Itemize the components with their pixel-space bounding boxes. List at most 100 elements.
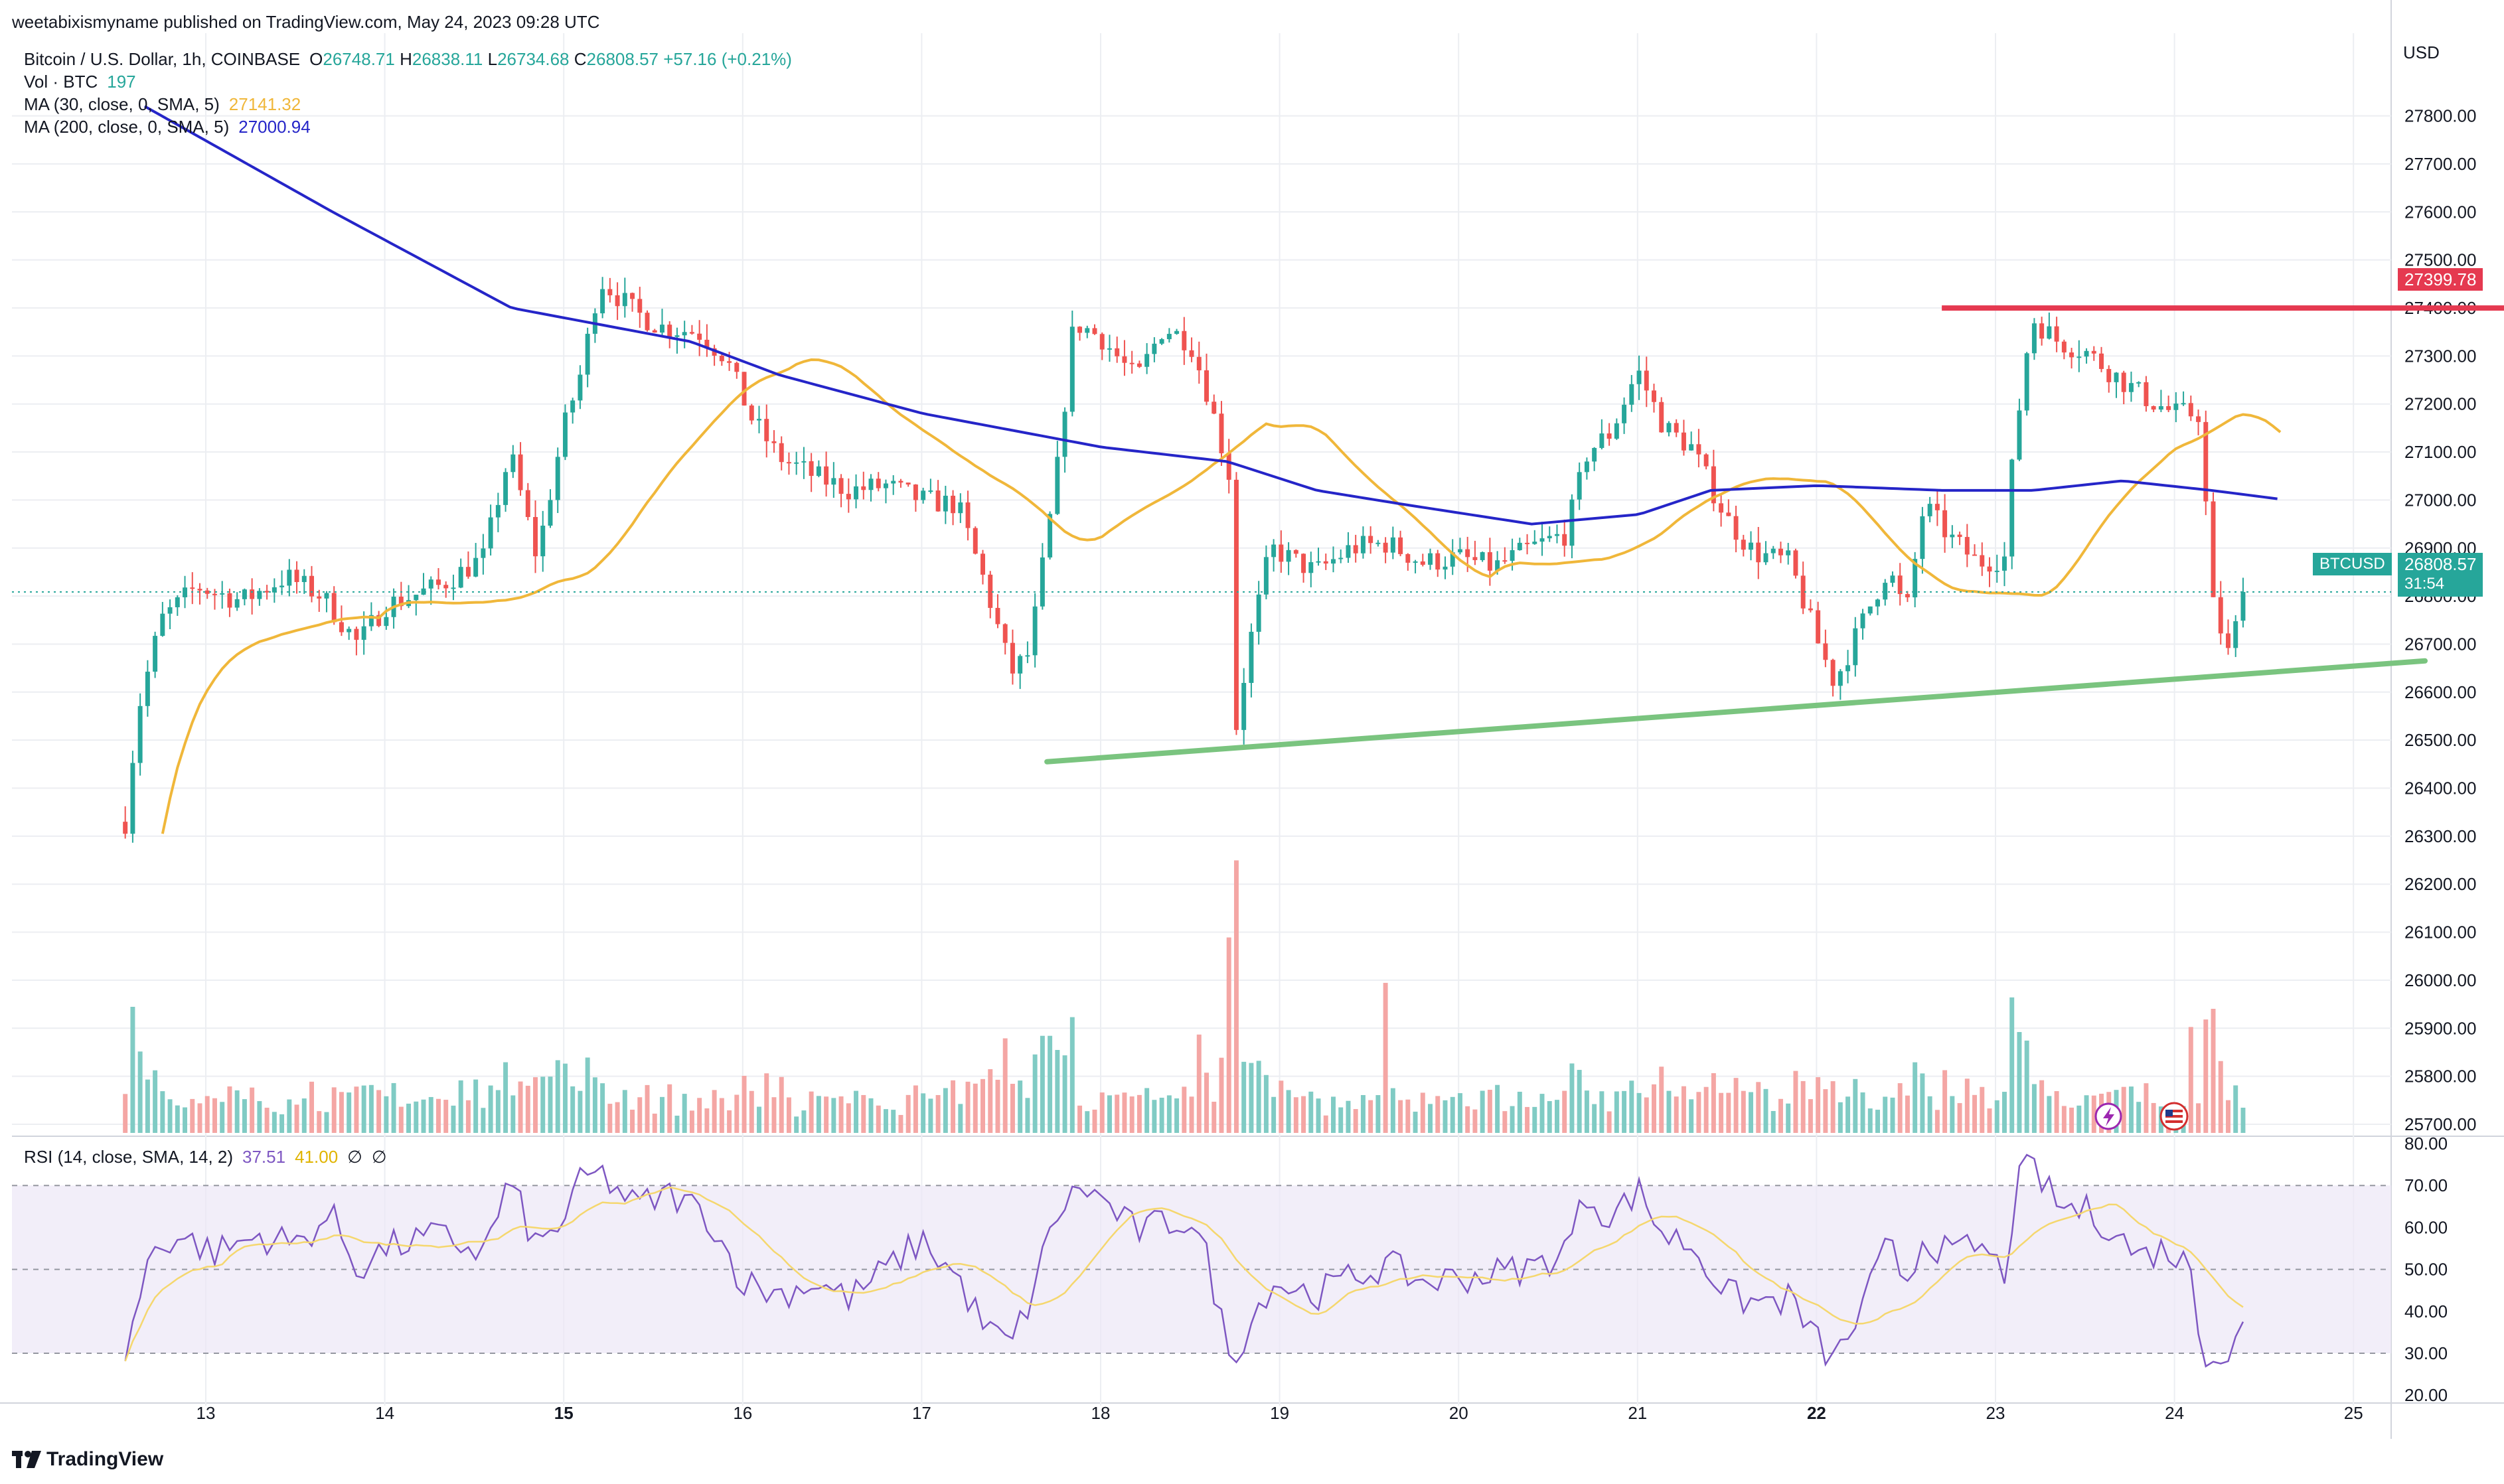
candle-body bbox=[1606, 433, 1612, 439]
candle-body bbox=[1696, 444, 1701, 455]
candle-body bbox=[160, 613, 165, 636]
candle-body bbox=[2203, 421, 2209, 502]
volume-bar bbox=[704, 1108, 710, 1133]
time-tick-label: 17 bbox=[912, 1403, 931, 1423]
volume-bar bbox=[1346, 1100, 1351, 1133]
volume-bar bbox=[1443, 1100, 1448, 1133]
candle-body bbox=[1360, 536, 1366, 554]
volume-bar bbox=[943, 1088, 948, 1133]
volume-bar bbox=[1048, 1035, 1053, 1133]
resistance-price-tag: 27399.78 bbox=[2398, 268, 2483, 291]
ma200-legend[interactable]: MA (200, close, 0, SMA, 5) 27000.94 bbox=[24, 117, 311, 137]
candle-body bbox=[137, 705, 143, 763]
rsi-ma-line[interactable] bbox=[124, 1186, 2244, 1362]
candle-body bbox=[1495, 560, 1500, 571]
rsi-tick-label: 80.00 bbox=[2404, 1134, 2448, 1153]
candle-body bbox=[533, 517, 538, 557]
candle-body bbox=[2233, 621, 2238, 648]
candle-body bbox=[622, 293, 627, 307]
candle-body bbox=[488, 517, 493, 549]
candle-body bbox=[2240, 591, 2246, 621]
rsi-legend[interactable]: RSI (14, close, SMA, 14, 2) 37.51 41.00 … bbox=[24, 1147, 386, 1167]
ma200-label: MA (200, close, 0, SMA, 5) bbox=[24, 117, 230, 137]
candle-body bbox=[1681, 432, 1686, 451]
candle-body bbox=[2196, 416, 2201, 422]
candle-body bbox=[272, 587, 277, 593]
volume-bar bbox=[965, 1081, 971, 1133]
candle-body bbox=[324, 593, 329, 599]
volume-bar bbox=[913, 1085, 918, 1133]
volume-bar bbox=[1271, 1096, 1277, 1133]
volume-bar bbox=[2233, 1085, 2238, 1133]
candle-body bbox=[458, 567, 463, 588]
candle-body bbox=[727, 361, 732, 363]
candle-body bbox=[1465, 549, 1470, 557]
symbol-tag[interactable]: BTCUSD bbox=[2313, 553, 2392, 575]
candle-body bbox=[1703, 454, 1709, 467]
volume-bar bbox=[204, 1096, 210, 1133]
volume-bar bbox=[1301, 1096, 1306, 1133]
volume-bar bbox=[891, 1110, 896, 1133]
volume-bar bbox=[1622, 1090, 1627, 1133]
candle-body bbox=[2069, 352, 2074, 358]
volume-bar bbox=[1860, 1092, 1865, 1133]
candle-body bbox=[973, 528, 978, 554]
price-tick-label: 27200.00 bbox=[2404, 394, 2476, 414]
candle-body bbox=[309, 575, 314, 597]
symbol-title[interactable]: Bitcoin / U.S. Dollar, 1h, COINBASE bbox=[24, 49, 301, 69]
volume-bar bbox=[1525, 1106, 1530, 1133]
time-tick-label: 16 bbox=[733, 1403, 752, 1423]
candle-body bbox=[1845, 665, 1851, 672]
candle-body bbox=[1554, 534, 1559, 536]
ma30-line[interactable] bbox=[161, 358, 2282, 834]
candle-body bbox=[712, 348, 717, 356]
volume-bar bbox=[1741, 1090, 1746, 1133]
volume-bar bbox=[868, 1098, 874, 1133]
candle-body bbox=[1182, 331, 1187, 350]
volume-bar bbox=[2136, 1102, 2142, 1133]
candle-body bbox=[1166, 334, 1172, 340]
support-trendline[interactable] bbox=[1044, 658, 2428, 765]
volume-bar bbox=[451, 1105, 456, 1133]
volume-bar bbox=[1219, 1057, 1224, 1133]
volume-bar bbox=[137, 1051, 143, 1133]
volume-bar bbox=[324, 1112, 329, 1133]
price-pane[interactable] bbox=[12, 33, 2391, 1133]
us-flag-icon[interactable] bbox=[2159, 1102, 2189, 1131]
tradingview-brand[interactable]: TradingView bbox=[12, 1448, 163, 1471]
candle-body bbox=[1741, 540, 1746, 550]
candle-body bbox=[898, 481, 903, 483]
volume-bar bbox=[1636, 1092, 1642, 1133]
candle-body bbox=[1152, 343, 1157, 354]
candle-body bbox=[1532, 542, 1537, 544]
candle-body bbox=[1196, 356, 1202, 370]
ma30-legend[interactable]: MA (30, close, 0, SMA, 5) 27141.32 bbox=[24, 94, 301, 115]
candle-body bbox=[1547, 536, 1552, 539]
volume-bar bbox=[1405, 1099, 1411, 1133]
volume-bar bbox=[607, 1104, 613, 1133]
price-tick-label: 26000.00 bbox=[2404, 970, 2476, 990]
volume-bar bbox=[600, 1083, 605, 1133]
candle-body bbox=[905, 482, 911, 485]
candle-body bbox=[540, 526, 546, 557]
rsi-tick-label: 40.00 bbox=[2404, 1301, 2448, 1321]
volume-bar bbox=[988, 1069, 993, 1133]
price-tick-label: 27300.00 bbox=[2404, 346, 2476, 366]
rsi-line[interactable] bbox=[124, 1153, 2244, 1368]
ma200-line[interactable] bbox=[143, 105, 2278, 526]
candle-body bbox=[2047, 326, 2052, 339]
candle-body bbox=[1510, 550, 1515, 561]
lightning-icon[interactable] bbox=[2094, 1102, 2122, 1130]
volume-bar bbox=[1182, 1086, 1187, 1133]
candle-body bbox=[1823, 643, 1828, 660]
volume-bar bbox=[1263, 1075, 1269, 1133]
candle-body bbox=[2099, 353, 2104, 369]
candle-body bbox=[1890, 575, 1895, 583]
candle-body bbox=[1719, 503, 1724, 513]
volume-bar bbox=[2054, 1091, 2059, 1133]
candle-body bbox=[1539, 538, 1545, 542]
volume-bar bbox=[1614, 1091, 1619, 1133]
volume-bar bbox=[250, 1087, 255, 1133]
volume-bar bbox=[1659, 1067, 1664, 1133]
volume-bar bbox=[503, 1062, 509, 1133]
